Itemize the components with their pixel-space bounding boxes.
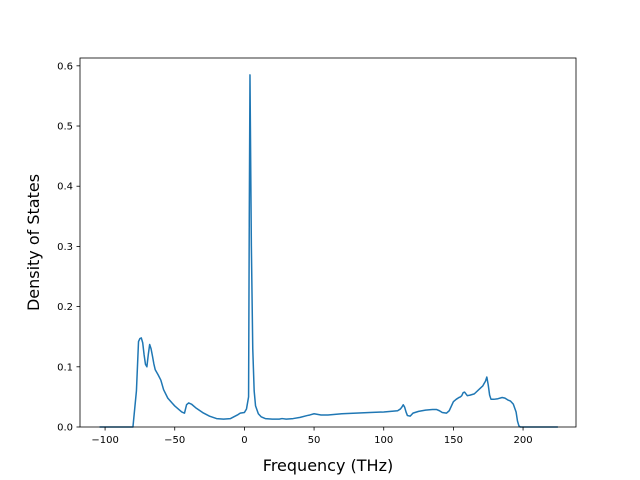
x-axis-ticks: −100 −50 0 50 100 150 200 [91, 427, 533, 446]
x-tick-label: −50 [164, 435, 185, 446]
x-tick-label: 50 [308, 435, 321, 446]
y-tick-label: 0.3 [57, 242, 73, 253]
y-tick-label: 0.4 [57, 182, 73, 193]
y-tick-label: 0.6 [57, 61, 73, 72]
y-tick-label: 0.5 [57, 122, 73, 133]
y-tick-label: 0.2 [57, 302, 73, 313]
x-tick-label: 100 [374, 435, 393, 446]
x-axis-label: Frequency (THz) [263, 456, 393, 475]
x-tick-label: 0 [241, 435, 247, 446]
y-axis-label: Density of States [24, 174, 43, 311]
axes-frame [79, 57, 577, 428]
plot-area [79, 57, 577, 428]
y-tick-label: 0.0 [57, 423, 73, 434]
x-tick-label: 150 [444, 435, 463, 446]
x-tick-label: −100 [91, 435, 118, 446]
y-tick-label: 0.1 [57, 362, 73, 373]
x-tick-label: 200 [514, 435, 533, 446]
series-line-dos [99, 74, 558, 428]
y-axis-ticks: 0.0 0.1 0.2 0.3 0.4 0.5 0.6 [57, 61, 80, 434]
